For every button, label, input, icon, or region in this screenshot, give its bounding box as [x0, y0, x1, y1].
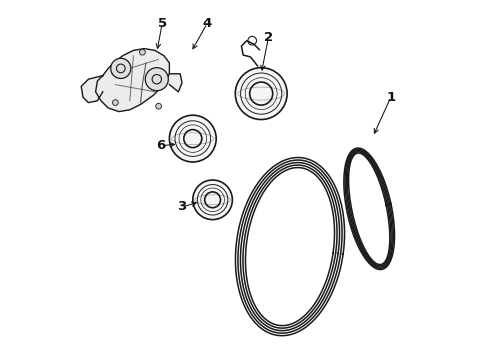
Circle shape	[235, 68, 287, 120]
Text: 4: 4	[202, 17, 212, 30]
Polygon shape	[96, 49, 170, 112]
Text: 5: 5	[158, 17, 167, 30]
Circle shape	[145, 68, 169, 91]
Polygon shape	[170, 74, 182, 92]
Text: 1: 1	[386, 91, 395, 104]
Circle shape	[113, 100, 118, 105]
Polygon shape	[81, 76, 103, 103]
Circle shape	[140, 49, 145, 55]
Circle shape	[111, 58, 131, 78]
Text: 3: 3	[177, 201, 187, 213]
Text: 2: 2	[264, 31, 273, 44]
Text: 6: 6	[156, 139, 165, 152]
Circle shape	[156, 103, 162, 109]
Circle shape	[193, 180, 232, 220]
Circle shape	[170, 115, 216, 162]
